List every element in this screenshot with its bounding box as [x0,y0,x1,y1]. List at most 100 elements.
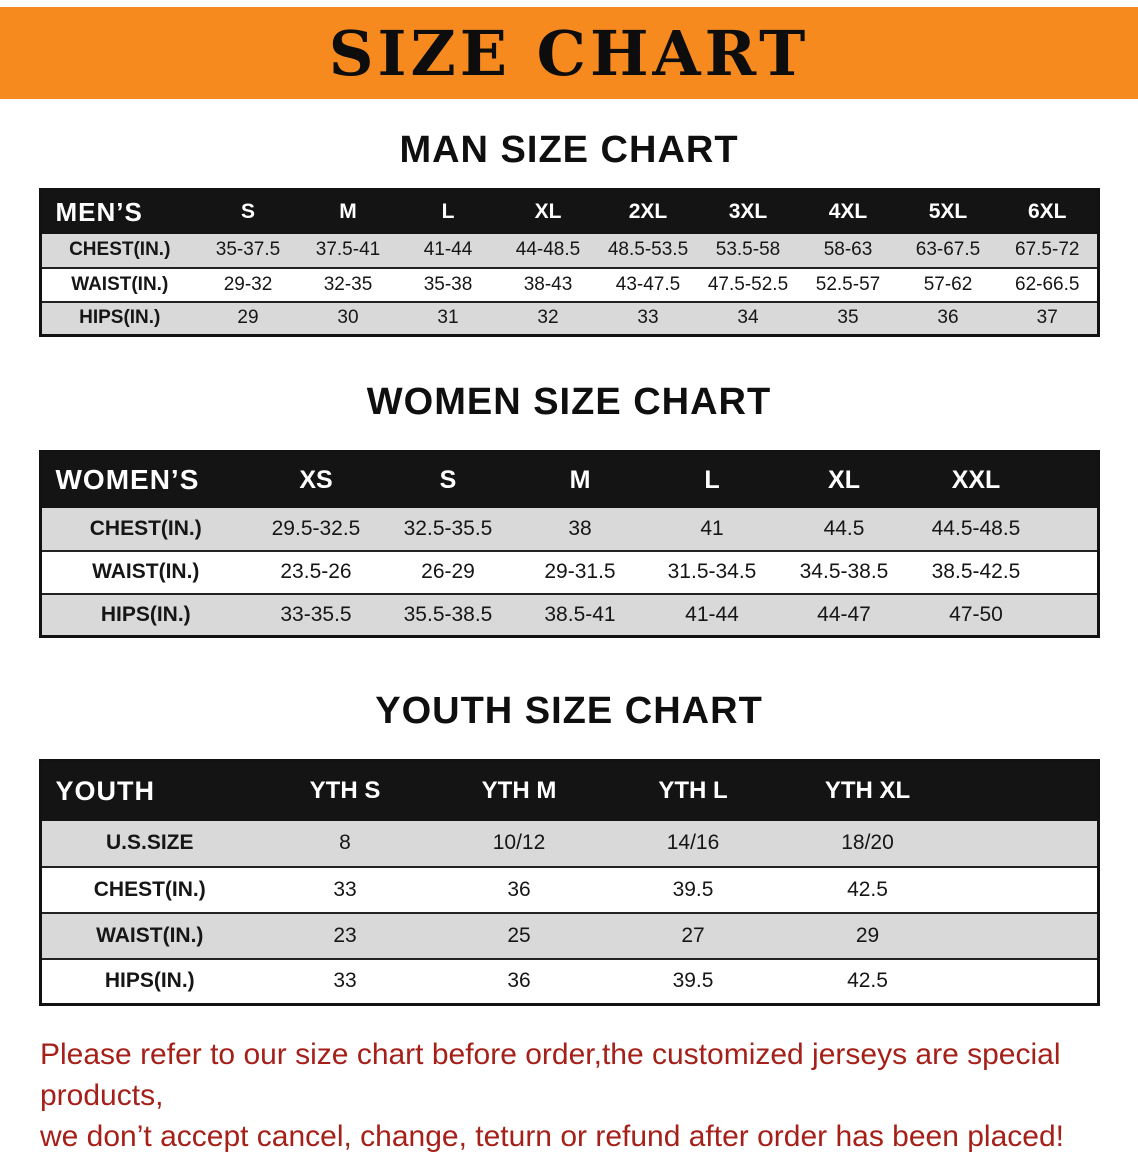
table-title-cell: WOMEN’S [40,451,250,508]
table-row: CHEST(IN.) 35-37.5 37.5-41 41-44 44-48.5 48.5… [40,233,1098,269]
men-section-heading: MAN SIZE CHART [399,129,739,171]
value-cell: 38 [514,507,646,552]
value-cell: 26-29 [382,550,514,595]
value-cell [1042,507,1098,552]
value-cell: 33-35.5 [250,593,382,638]
women-size-table: WOMEN’S XS S M L XL XXL CHEST(IN.) 29.5-32.5 32.5… [38,450,1100,638]
value-cell: 32 [498,301,598,337]
value-cell: 43-47.5 [598,267,698,303]
table-row: CHEST(IN.) 29.5-32.5 32.5-35.5 38 41 44.5 44.5… [40,507,1098,552]
value-cell: 32-35 [298,267,398,303]
value-cell: 27 [606,912,780,960]
row-label-cell: WAIST(IN.) [40,912,258,960]
row-label-cell: HIPS(IN.) [40,301,198,337]
value-cell: 47-50 [910,593,1042,638]
value-cell: 41-44 [398,233,498,269]
value-cell: 48.5-53.5 [598,233,698,269]
value-cell: 44-48.5 [498,233,598,269]
value-cell: 52.5-57 [798,267,898,303]
men-size-table: MEN’S S M L XL 2XL 3XL 4XL 5XL 6XL CHEST(IN.) 35-37… [38,188,1100,337]
value-cell: 36 [432,866,606,914]
table-row: CHEST(IN.) 33 36 39.5 42.5 [40,866,1098,914]
youth-size-chart-section: YOUTH SIZE CHART YOUTH YTH S YTH M YTH L YTH… [0,690,1138,1006]
women-size-chart-section: WOMEN SIZE CHART WOMEN’S XS S M L XL XXL CHEST(… [0,381,1138,638]
value-cell: 38-43 [498,267,598,303]
size-header-cell: L [398,189,498,234]
value-cell: 42.5 [780,958,955,1006]
value-cell: 23.5-26 [250,550,382,595]
women-section-heading: WOMEN SIZE CHART [366,381,772,423]
table-row: WAIST(IN.) 23.5-26 26-29 29-31.5 31.5-34.5 34… [40,550,1098,595]
size-header-cell: XL [498,189,598,234]
row-label-cell: WAIST(IN.) [40,550,250,595]
value-cell [955,820,1098,868]
size-header-cell: S [198,189,298,234]
value-cell: 37 [998,301,1098,337]
value-cell: 31.5-34.5 [646,550,778,595]
row-label-cell: U.S.SIZE [40,820,258,868]
size-header-cell [955,760,1098,821]
notice-line-1: Please refer to our size chart before or… [40,1038,1061,1112]
value-cell: 44.5-48.5 [910,507,1042,552]
value-cell: 57-62 [898,267,998,303]
value-cell: 38.5-42.5 [910,550,1042,595]
row-label-cell: CHEST(IN.) [40,866,258,914]
size-header-cell: YTH XL [780,760,955,821]
value-cell: 29-32 [198,267,298,303]
size-chart-page: SIZE CHART MAN SIZE CHART MEN’S S M L XL 2XL 3… [0,7,1138,1157]
page-title: SIZE CHART [328,16,810,90]
value-cell: 67.5-72 [998,233,1098,269]
value-cell: 33 [258,866,432,914]
value-cell: 44-47 [778,593,910,638]
value-cell: 34 [698,301,798,337]
size-header-cell: 6XL [998,189,1098,234]
row-label-cell: CHEST(IN.) [40,233,198,269]
table-row: WAIST(IN.) 23 25 27 29 [40,912,1098,960]
value-cell: 38.5-41 [514,593,646,638]
row-label-cell: CHEST(IN.) [40,507,250,552]
value-cell: 29-31.5 [514,550,646,595]
table-row: HIPS(IN.) 33 36 39.5 42.5 [40,958,1098,1006]
value-cell: 18/20 [780,820,955,868]
value-cell: 34.5-38.5 [778,550,910,595]
value-cell [955,866,1098,914]
size-header-cell: XXL [910,451,1042,508]
row-label-cell: HIPS(IN.) [40,593,250,638]
row-label-cell: HIPS(IN.) [40,958,258,1006]
value-cell: 36 [898,301,998,337]
size-header-cell: 2XL [598,189,698,234]
value-cell: 41-44 [646,593,778,638]
table-header-row: MEN’S S M L XL 2XL 3XL 4XL 5XL 6XL [40,189,1098,234]
value-cell: 63-67.5 [898,233,998,269]
value-cell: 41 [646,507,778,552]
value-cell: 42.5 [780,866,955,914]
value-cell: 53.5-58 [698,233,798,269]
men-size-chart-section: MAN SIZE CHART MEN’S S M L XL 2XL 3XL 4XL 5XL 6XL… [0,129,1138,337]
value-cell: 8 [258,820,432,868]
value-cell: 35 [798,301,898,337]
value-cell: 36 [432,958,606,1006]
size-header-cell: M [298,189,398,234]
size-header-cell: S [382,451,514,508]
value-cell: 23 [258,912,432,960]
value-cell: 31 [398,301,498,337]
youth-section-heading: YOUTH SIZE CHART [375,690,763,732]
size-header-cell: YTH L [606,760,780,821]
banner: SIZE CHART [0,7,1138,99]
value-cell: 29 [198,301,298,337]
value-cell: 58-63 [798,233,898,269]
value-cell: 14/16 [606,820,780,868]
value-cell: 37.5-41 [298,233,398,269]
value-cell [955,958,1098,1006]
value-cell: 10/12 [432,820,606,868]
table-row: HIPS(IN.) 29 30 31 32 33 34 35 36 37 [40,301,1098,337]
value-cell: 29 [780,912,955,960]
size-header-cell [1042,451,1098,508]
row-label-cell: WAIST(IN.) [40,267,198,303]
value-cell: 33 [258,958,432,1006]
value-cell: 35-37.5 [198,233,298,269]
size-header-cell: XS [250,451,382,508]
table-title-cell: YOUTH [40,760,258,821]
value-cell [1042,593,1098,638]
value-cell: 35.5-38.5 [382,593,514,638]
